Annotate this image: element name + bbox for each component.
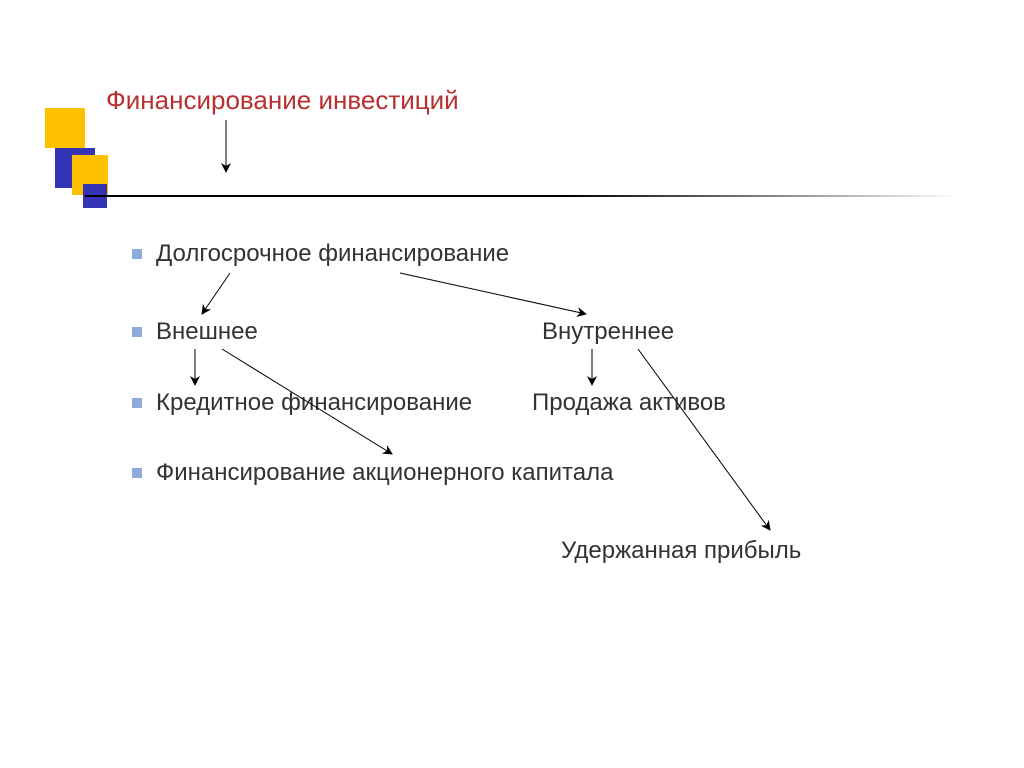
arrow-longterm-internal — [400, 273, 586, 314]
divider-line — [85, 195, 960, 197]
node-retained: Удержанная прибыль — [561, 537, 801, 565]
bullet-icon — [132, 327, 142, 337]
node-assets: Продажа активов — [532, 389, 726, 417]
arrow-longterm-external — [202, 273, 230, 314]
slide: Финансирование инвестиций Долгосрочное ф… — [0, 0, 1024, 768]
node-equity: Финансирование акционерного капитала — [156, 459, 613, 487]
slide-title: Финансирование инвестиций — [106, 85, 459, 116]
node-internal: Внутреннее — [542, 318, 674, 346]
bullet-icon — [132, 398, 142, 408]
bullet-icon — [132, 249, 142, 259]
node-credit: Кредитное финансирование — [156, 389, 472, 417]
bullet-icon — [132, 468, 142, 478]
node-longterm: Долгосрочное финансирование — [156, 240, 509, 268]
deco-square-yellow-1 — [45, 108, 85, 148]
arrow-internal-retained — [638, 349, 770, 530]
node-external: Внешнее — [156, 318, 258, 346]
